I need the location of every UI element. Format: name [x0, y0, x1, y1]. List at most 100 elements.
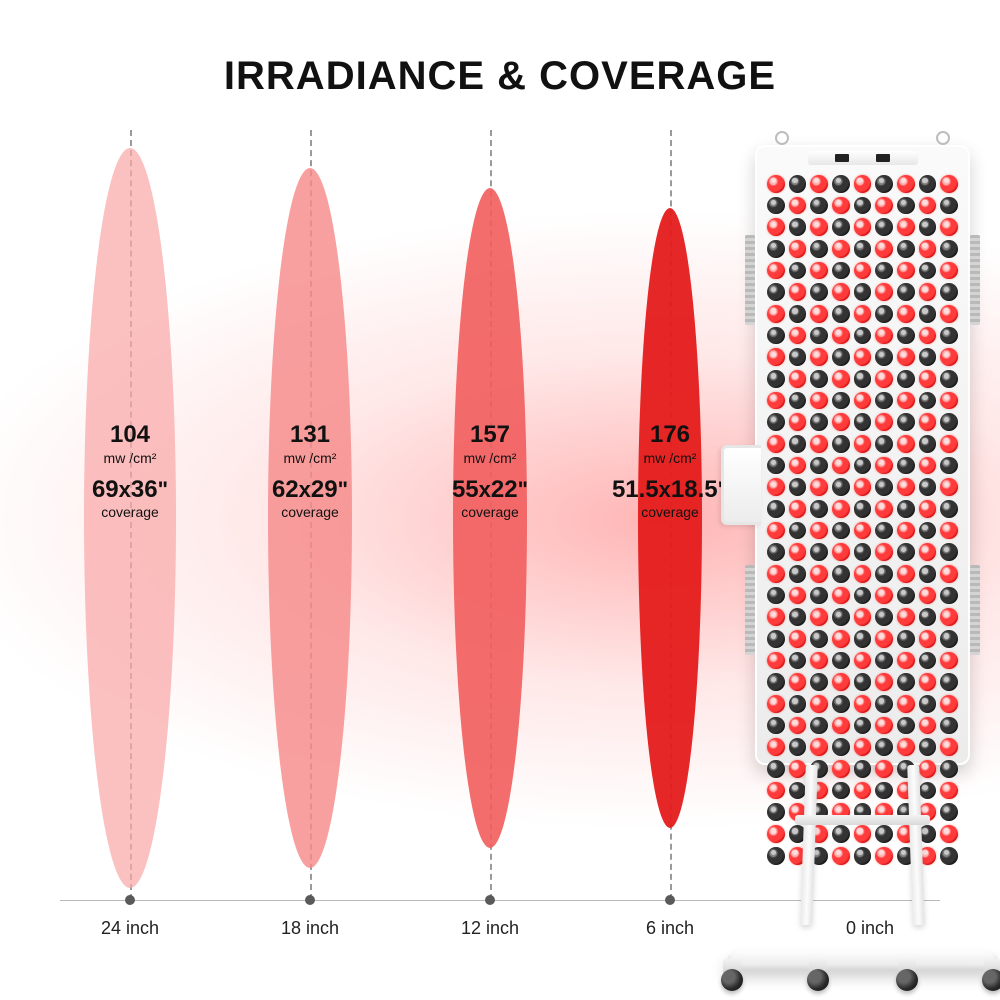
led-red-icon: [919, 673, 937, 691]
led-ir-icon: [940, 587, 958, 605]
led-red-icon: [854, 565, 872, 583]
mount-bracket-icon: [721, 445, 761, 525]
led-ir-icon: [810, 587, 828, 605]
led-ir-icon: [940, 630, 958, 648]
led-ir-icon: [789, 478, 807, 496]
stand-crossbar: [795, 815, 930, 825]
led-ir-icon: [875, 305, 893, 323]
led-ir-icon: [854, 413, 872, 431]
led-red-icon: [767, 652, 785, 670]
irradiance-value: 104: [50, 422, 210, 448]
led-red-icon: [897, 348, 915, 366]
led-red-icon: [832, 370, 850, 388]
device-control-strip: [808, 151, 918, 165]
measurement-block: 131 mw /cm² 62x29" coverage: [230, 422, 390, 520]
led-red-icon: [810, 262, 828, 280]
led-red-icon: [919, 500, 937, 518]
led-ir-icon: [875, 348, 893, 366]
led-ir-icon: [897, 630, 915, 648]
led-ir-icon: [810, 240, 828, 258]
led-ir-icon: [854, 327, 872, 345]
vent-icon: [970, 565, 980, 655]
led-ir-icon: [767, 240, 785, 258]
led-red-icon: [897, 218, 915, 236]
led-red-icon: [810, 218, 828, 236]
led-ir-icon: [767, 587, 785, 605]
axis-tick-label: 24 inch: [101, 918, 159, 939]
irradiance-unit: mw /cm²: [50, 450, 210, 466]
led-ir-icon: [810, 457, 828, 475]
led-ir-icon: [897, 327, 915, 345]
led-red-icon: [897, 695, 915, 713]
led-red-icon: [940, 522, 958, 540]
led-ir-icon: [767, 717, 785, 735]
led-red-icon: [810, 478, 828, 496]
led-red-icon: [875, 413, 893, 431]
led-ir-icon: [919, 478, 937, 496]
axis-tick-label: 12 inch: [461, 918, 519, 939]
led-red-icon: [767, 478, 785, 496]
led-ir-icon: [767, 630, 785, 648]
led-red-icon: [897, 392, 915, 410]
led-ir-icon: [810, 543, 828, 561]
led-red-icon: [875, 500, 893, 518]
led-red-icon: [810, 738, 828, 756]
led-red-icon: [767, 738, 785, 756]
led-ir-icon: [854, 457, 872, 475]
led-ir-icon: [854, 630, 872, 648]
caster-wheel-icon: [980, 965, 1000, 991]
led-red-icon: [875, 240, 893, 258]
caster-wheel-icon: [805, 965, 831, 991]
led-red-icon: [919, 630, 937, 648]
axis-tick-dot: [485, 895, 495, 905]
device-stand: [755, 765, 970, 995]
led-red-icon: [897, 175, 915, 193]
led-red-icon: [832, 543, 850, 561]
led-red-icon: [897, 522, 915, 540]
irradiance-value: 131: [230, 422, 390, 448]
led-ir-icon: [810, 283, 828, 301]
led-ir-icon: [940, 283, 958, 301]
led-ir-icon: [854, 283, 872, 301]
led-red-icon: [767, 522, 785, 540]
led-ir-icon: [875, 652, 893, 670]
led-red-icon: [854, 305, 872, 323]
led-ir-icon: [854, 587, 872, 605]
led-ir-icon: [832, 305, 850, 323]
led-red-icon: [767, 218, 785, 236]
led-red-icon: [940, 218, 958, 236]
led-ir-icon: [940, 197, 958, 215]
led-red-icon: [897, 478, 915, 496]
led-ir-icon: [875, 608, 893, 626]
led-red-icon: [897, 652, 915, 670]
led-ir-icon: [875, 262, 893, 280]
led-red-icon: [789, 240, 807, 258]
led-red-icon: [810, 695, 828, 713]
led-red-icon: [832, 413, 850, 431]
stand-base: [725, 950, 1000, 970]
led-ir-icon: [810, 197, 828, 215]
vent-icon: [970, 235, 980, 325]
led-red-icon: [832, 500, 850, 518]
led-ir-icon: [919, 262, 937, 280]
led-ir-icon: [832, 565, 850, 583]
stand-leg: [800, 765, 818, 925]
led-red-icon: [854, 392, 872, 410]
led-ir-icon: [810, 673, 828, 691]
led-red-icon: [940, 175, 958, 193]
coverage-label: coverage: [50, 504, 210, 520]
led-ir-icon: [875, 738, 893, 756]
led-red-icon: [767, 392, 785, 410]
led-red-icon: [854, 348, 872, 366]
led-ir-icon: [854, 543, 872, 561]
led-red-icon: [854, 738, 872, 756]
led-red-icon: [875, 630, 893, 648]
led-red-icon: [919, 327, 937, 345]
led-ir-icon: [940, 327, 958, 345]
led-ir-icon: [789, 392, 807, 410]
led-ir-icon: [810, 327, 828, 345]
led-red-icon: [940, 738, 958, 756]
led-ir-icon: [897, 413, 915, 431]
led-ir-icon: [767, 457, 785, 475]
led-red-icon: [854, 218, 872, 236]
